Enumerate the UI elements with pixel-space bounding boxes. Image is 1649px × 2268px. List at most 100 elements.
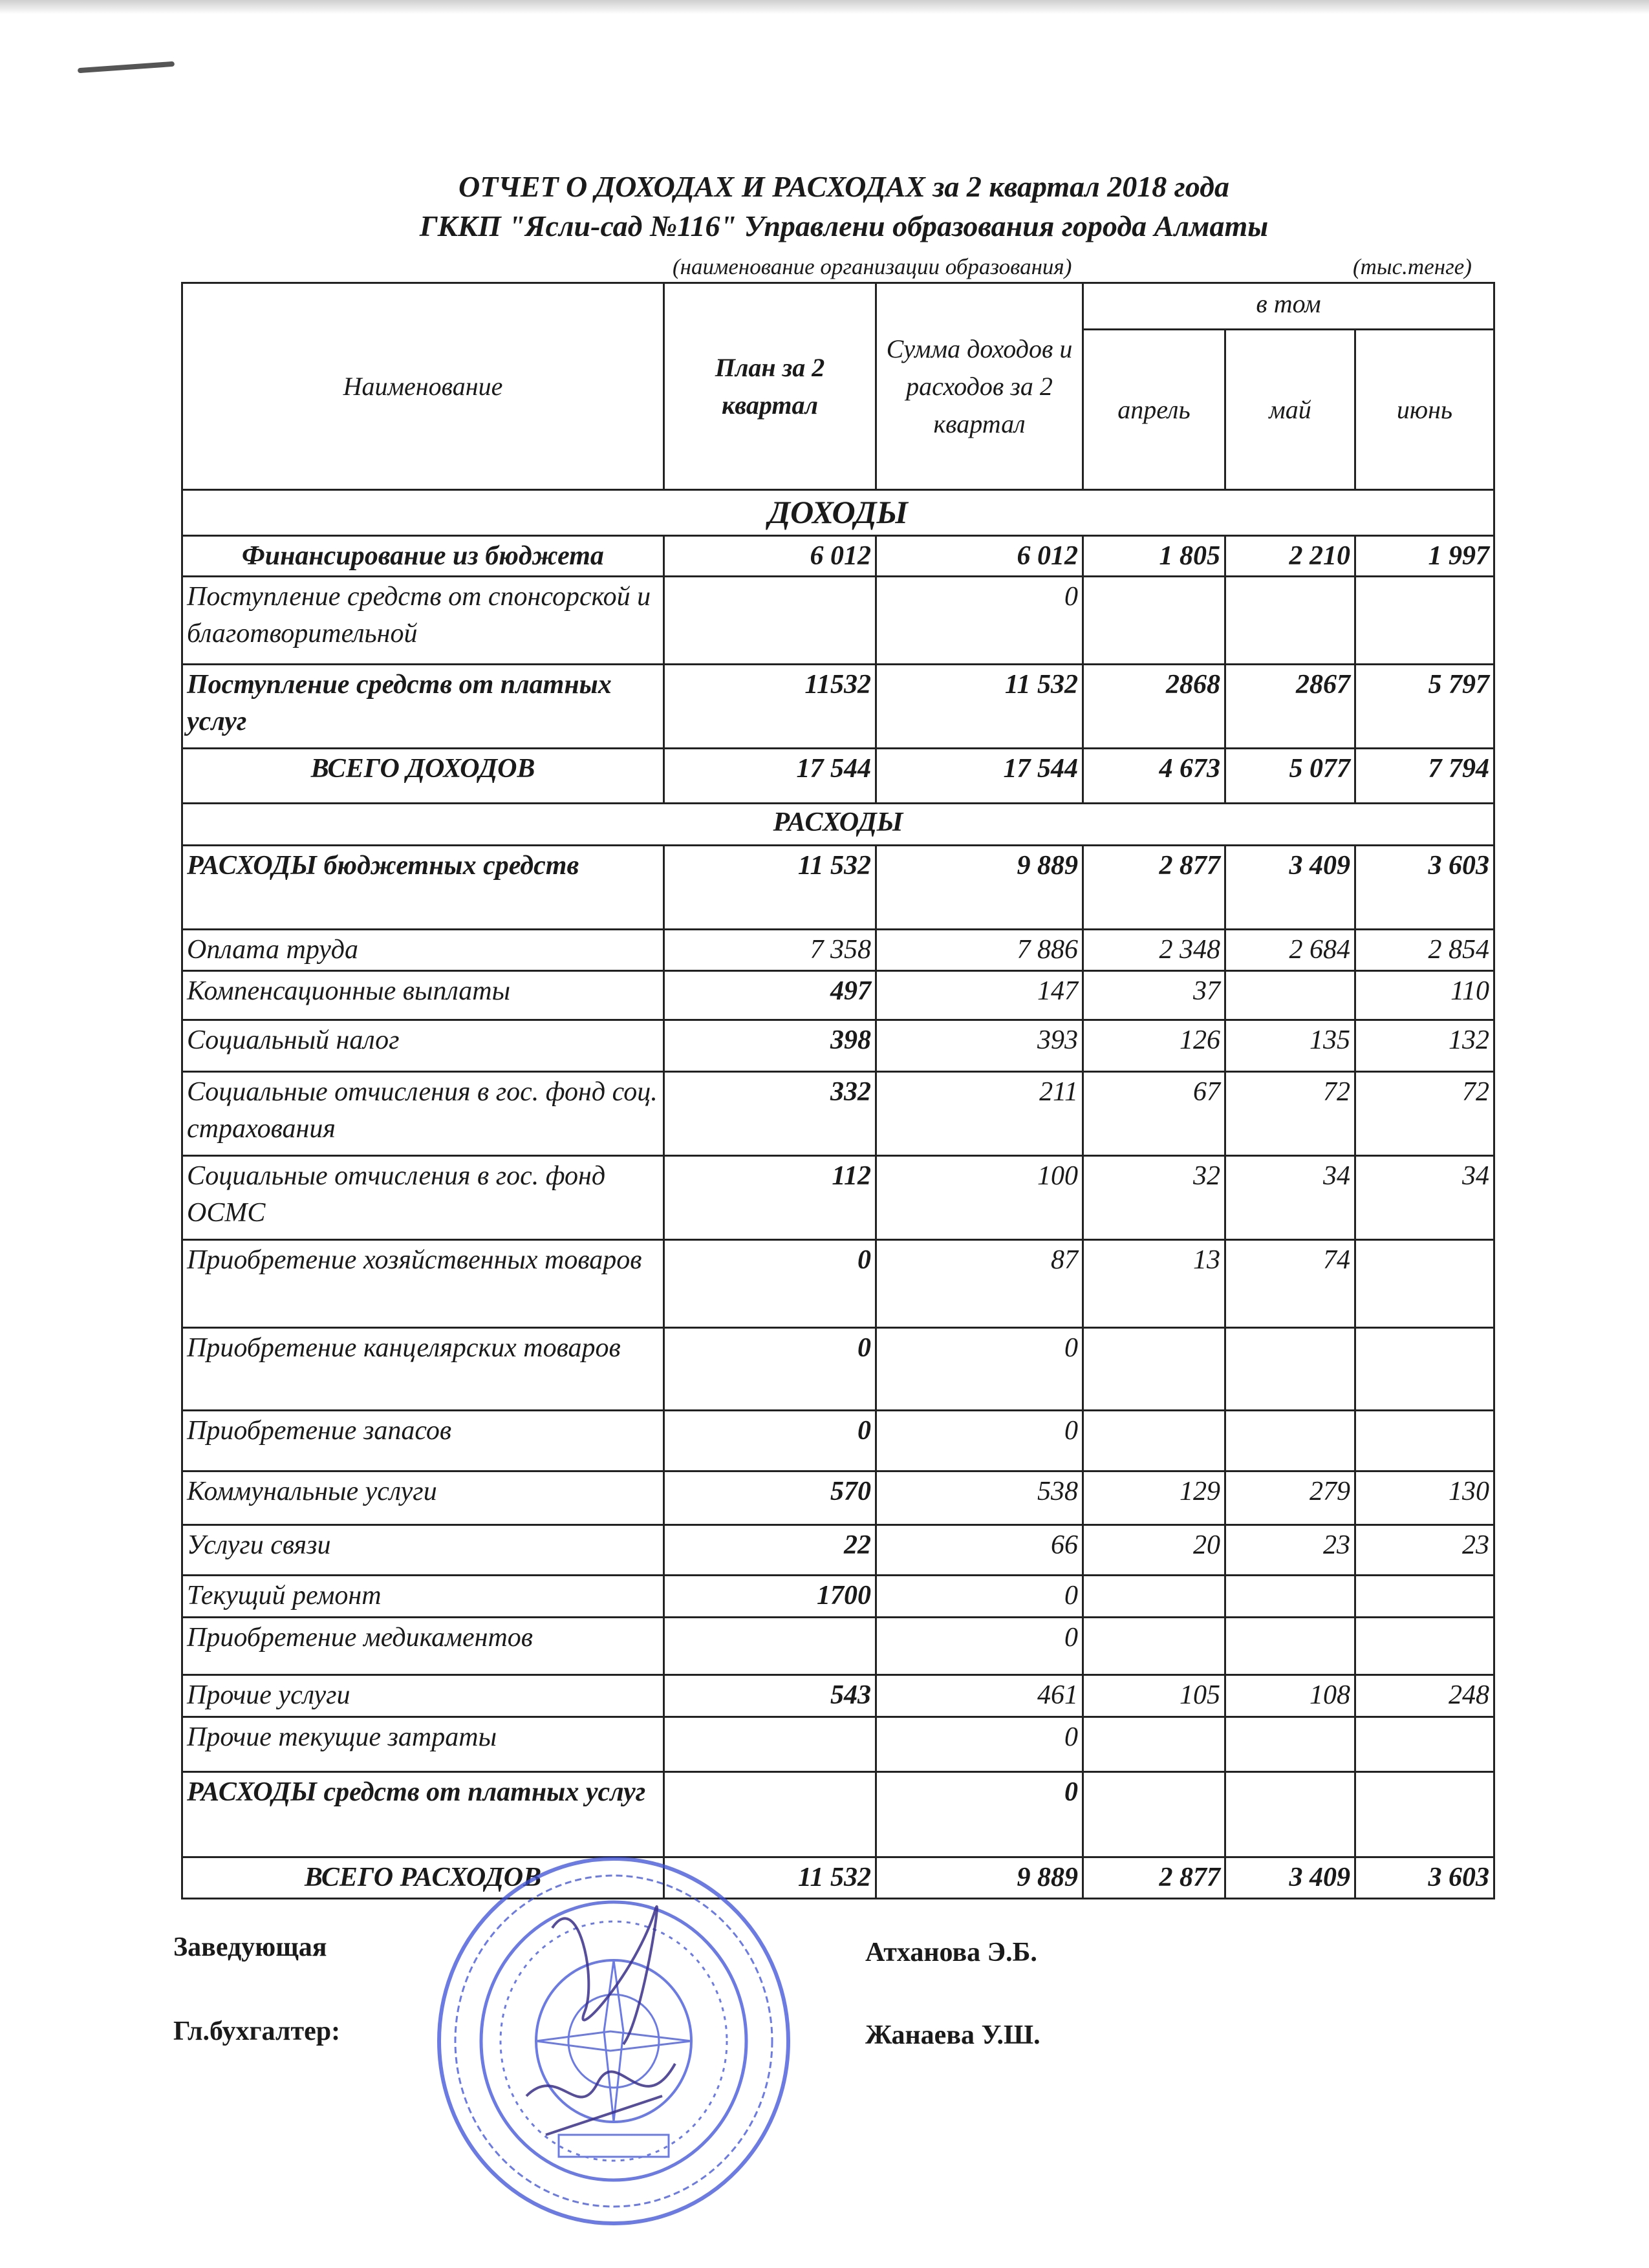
cell-actual: 9 889 [875,844,1084,931]
scan-top-edge [0,0,1649,14]
cell-may [1224,1770,1356,1858]
table-row: Прочие услуги 543 461 105 108 248 [181,1673,1495,1718]
cell-apr: 2868 [1082,663,1226,750]
cell-plan: 11 532 [663,1856,877,1899]
cell-may [1224,1409,1356,1472]
cell-plan [663,1715,877,1773]
cell-may: 72 [1224,1070,1356,1157]
cell-jun [1354,575,1495,666]
cell-actual: 147 [875,969,1084,1021]
row-name: ВСЕГО ДОХОДОВ [181,747,665,805]
table-row: Коммунальные услуги 570 538 129 279 130 [181,1470,1495,1526]
cell-apr [1082,1770,1226,1858]
cell-jun: 5 797 [1354,663,1495,750]
cell-may: 34 [1224,1154,1356,1241]
row-name: Социальные отчисления в гос. фонд ОСМС [181,1154,665,1241]
cell-apr: 105 [1082,1673,1226,1718]
cell-may: 3 409 [1224,844,1356,931]
cell-actual: 17 544 [875,747,1084,805]
table-row: Поступление средств от спонсорской и бла… [181,575,1495,666]
table-row: Приобретение канцелярских товаров 0 0 [181,1326,1495,1411]
row-name: Текущий ремонт [181,1574,665,1618]
accountant-name: Жанаева У.Ш. [865,2020,1040,2050]
org-caption: (наименование организации образования) [673,254,1072,279]
report-title: ОТЧЕТ О ДОХОДАХ И РАСХОДАХ за 2 квартал … [458,170,1229,203]
cell-apr: 13 [1082,1238,1226,1329]
cell-jun [1354,1574,1495,1618]
row-name: РАСХОДЫ средств от платных услуг [181,1770,665,1858]
row-name: ВСЕГО РАСХОДОВ [181,1856,665,1899]
cell-may: 2 210 [1224,534,1356,578]
cell-may [1224,1326,1356,1411]
cell-actual: 0 [875,1616,1084,1676]
cell-apr: 126 [1082,1018,1226,1073]
cell-jun [1354,1616,1495,1676]
cell-jun: 132 [1354,1018,1495,1073]
cell-jun: 7 794 [1354,747,1495,805]
cell-plan: 398 [663,1018,877,1073]
cell-jun: 130 [1354,1470,1495,1526]
expense-section-row: РАСХОДЫ [181,802,1495,847]
cell-actual: 538 [875,1470,1084,1526]
cell-apr [1082,1326,1226,1411]
head-name: Атханова Э.Б. [865,1938,1037,1967]
row-name: Финансирование из бюджета [181,534,665,578]
cell-plan: 497 [663,969,877,1021]
cell-actual: 7 886 [875,928,1084,972]
cell-actual: 6 012 [875,534,1084,578]
cell-plan: 7 358 [663,928,877,972]
row-name: РАСХОДЫ бюджетных средств [181,844,665,931]
cell-apr: 37 [1082,969,1226,1021]
table-row: Финансирование из бюджета 6 012 6 012 1 805… [181,534,1495,578]
cell-actual: 0 [875,575,1084,666]
cell-plan: 6 012 [663,534,877,578]
table-row: ВСЕГО ДОХОДОВ 17 544 17 544 4 673 5 077 7 794 [181,747,1495,805]
cell-jun [1354,1715,1495,1773]
cell-jun: 3 603 [1354,844,1495,931]
table-row: Приобретение запасов 0 0 [181,1409,1495,1472]
cell-apr [1082,1715,1226,1773]
table-row: Социальный налог 398 393 126 135 132 [181,1018,1495,1073]
cell-apr: 67 [1082,1070,1226,1157]
cell-jun: 23 [1354,1523,1495,1576]
units-label: (тыс.тенге) [1353,254,1472,279]
cell-may: 2867 [1224,663,1356,750]
header-plan: План за 2 квартал [663,282,877,491]
row-name: Социальные отчисления в гос. фонд соц. с… [181,1070,665,1157]
cell-plan: 0 [663,1238,877,1329]
cell-apr: 2 877 [1082,844,1226,931]
table-row: РАСХОДЫ бюджетных средств 11 532 9 889 2 87… [181,844,1495,931]
row-name: Приобретение запасов [181,1409,665,1472]
cell-may: 74 [1224,1238,1356,1329]
cell-plan [663,1616,877,1676]
cell-plan: 543 [663,1673,877,1718]
cell-may [1224,575,1356,666]
cell-actual: 0 [875,1715,1084,1773]
cell-may [1224,969,1356,1021]
cell-plan: 1700 [663,1574,877,1618]
row-name: Компенсационные выплаты [181,969,665,1021]
cell-may: 23 [1224,1523,1356,1576]
income-expense-table: Наименование План за 2 квартал Сумма дох… [181,282,1495,1899]
cell-plan: 332 [663,1070,877,1157]
cell-apr: 20 [1082,1523,1226,1576]
cell-apr: 2 348 [1082,928,1226,972]
row-name: Прочие текущие затраты [181,1715,665,1773]
table-row: Прочие текущие затраты 0 [181,1715,1495,1773]
cell-apr [1082,575,1226,666]
cell-jun: 3 603 [1354,1856,1495,1899]
cell-may: 108 [1224,1673,1356,1718]
scan-mark [77,61,175,74]
cell-plan [663,575,877,666]
cell-apr: 129 [1082,1470,1226,1526]
table-row: Поступление средств от платных услуг 1153… [181,663,1495,750]
header-name: Наименование [181,282,665,491]
cell-may [1224,1715,1356,1773]
header-april: апрель [1082,328,1226,491]
cell-jun: 2 854 [1354,928,1495,972]
header-actual: Сумма доходов и расходов за 2 квартал [875,282,1084,491]
cell-actual: 9 889 [875,1856,1084,1899]
cell-may: 135 [1224,1018,1356,1073]
cell-jun: 1 997 [1354,534,1495,578]
cell-jun [1354,1326,1495,1411]
